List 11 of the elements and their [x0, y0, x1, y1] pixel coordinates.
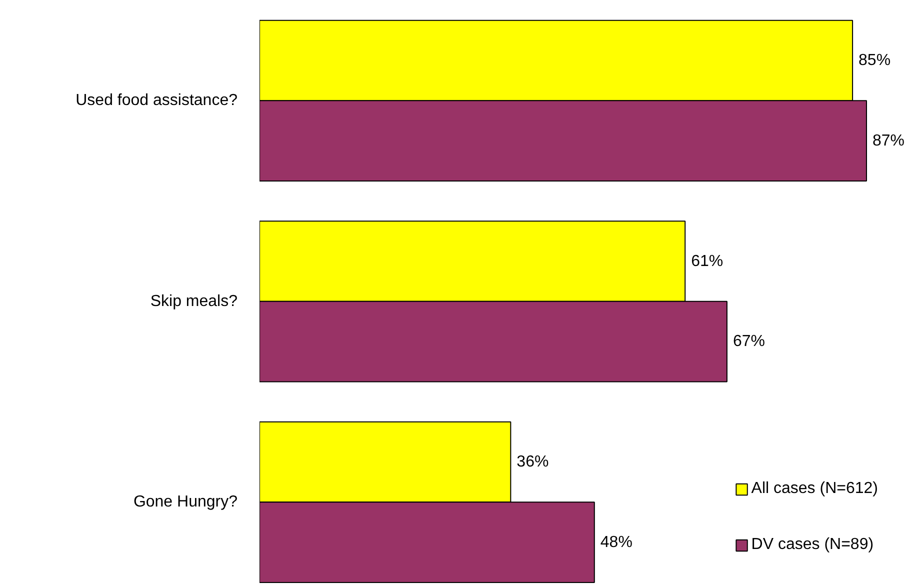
y-tick-label: Gone Hungry? — [133, 494, 238, 511]
data-label: 36% — [516, 454, 549, 471]
legend-label: All cases (N=612) — [751, 480, 878, 498]
data-label: 67% — [732, 333, 765, 350]
y-tick-label: Skip meals? — [150, 292, 238, 310]
legend-label: DV cases (N=89) — [751, 536, 874, 554]
data-label: 85% — [858, 52, 891, 69]
data-label: 48% — [600, 534, 632, 551]
data-label: 87% — [872, 132, 905, 150]
y-tick-label: Used food assistance? — [76, 92, 238, 110]
data-label: 61% — [691, 252, 724, 270]
